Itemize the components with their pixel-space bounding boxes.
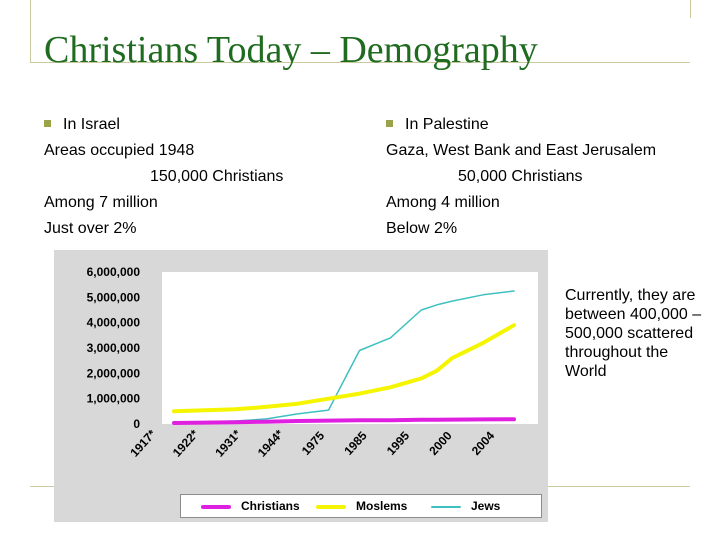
palestine-line-1: Gaza, West Bank and East Jerusalem xyxy=(386,142,657,159)
x-tick-label: 1931* xyxy=(212,427,244,460)
legend-swatch-moslems xyxy=(316,505,346,509)
legend-label-moslems: Moslems xyxy=(356,499,408,513)
israel-line-4: Just over 2% xyxy=(44,220,137,237)
x-tick-label: 1985 xyxy=(341,428,369,457)
y-tick-label: 3,000,000 xyxy=(87,341,141,355)
y-tick-label: 2,000,000 xyxy=(87,366,141,380)
population-chart: 0 1,000,000 2,000,000 3,000,000 4,000,000 5,0… xyxy=(54,250,548,522)
y-tick-label: 6,000,000 xyxy=(87,265,141,279)
y-tick-label: 0 xyxy=(133,417,140,431)
palestine-heading: In Palestine xyxy=(405,116,489,133)
palestine-heading-line: In Palestine xyxy=(386,112,706,138)
slide-title: Christians Today – Demography xyxy=(44,29,538,71)
palestine-line-4: Below 2% xyxy=(386,220,458,237)
israel-line-1: Areas occupied 1948 xyxy=(44,142,195,159)
x-tick-label: 2000 xyxy=(426,428,454,457)
palestine-section: In Palestine Gaza, West Bank and East Je… xyxy=(386,112,706,242)
legend-swatch-christians xyxy=(201,505,231,509)
x-tick-label: 1975 xyxy=(299,428,327,457)
frame-left-line xyxy=(30,0,31,62)
israel-heading-line: In Israel xyxy=(44,112,344,138)
bullet-icon xyxy=(386,120,393,127)
x-tick-label: 1917* xyxy=(127,427,159,460)
series-line-moslems xyxy=(172,323,516,414)
legend-swatch-jews xyxy=(431,506,461,508)
y-tick-label: 4,000,000 xyxy=(87,316,141,330)
palestine-line-2: 50,000 Christians xyxy=(458,168,583,185)
bullet-icon xyxy=(44,120,51,127)
x-tick-label: 2004 xyxy=(469,428,497,457)
palestine-line-3: Among 4 million xyxy=(386,194,500,211)
y-tick-label: 1,000,000 xyxy=(87,392,141,406)
frame-right-line xyxy=(690,0,691,18)
legend-label-jews: Jews xyxy=(471,499,501,513)
chart-plot: 0 1,000,000 2,000,000 3,000,000 4,000,000 5,0… xyxy=(87,265,538,460)
frame-top-line xyxy=(30,62,690,63)
israel-heading: In Israel xyxy=(63,116,120,133)
x-tick-label: 1922* xyxy=(170,427,202,460)
x-tick-label: 1995 xyxy=(384,428,412,457)
israel-line-2: 150,000 Christians xyxy=(150,168,284,185)
y-tick-label: 5,000,000 xyxy=(87,290,141,304)
legend-label-christians: Christians xyxy=(241,499,300,513)
side-note: Currently, they are between 400,000 – 50… xyxy=(565,287,702,380)
israel-line-3: Among 7 million xyxy=(44,194,158,211)
chart-legend: Christians Moslems Jews xyxy=(180,494,542,518)
israel-section: In Israel Areas occupied 1948 150,000 Ch… xyxy=(44,112,344,242)
series-line-jews xyxy=(173,290,515,424)
series-line-christians xyxy=(172,417,516,425)
x-tick-label: 1944* xyxy=(255,427,287,460)
